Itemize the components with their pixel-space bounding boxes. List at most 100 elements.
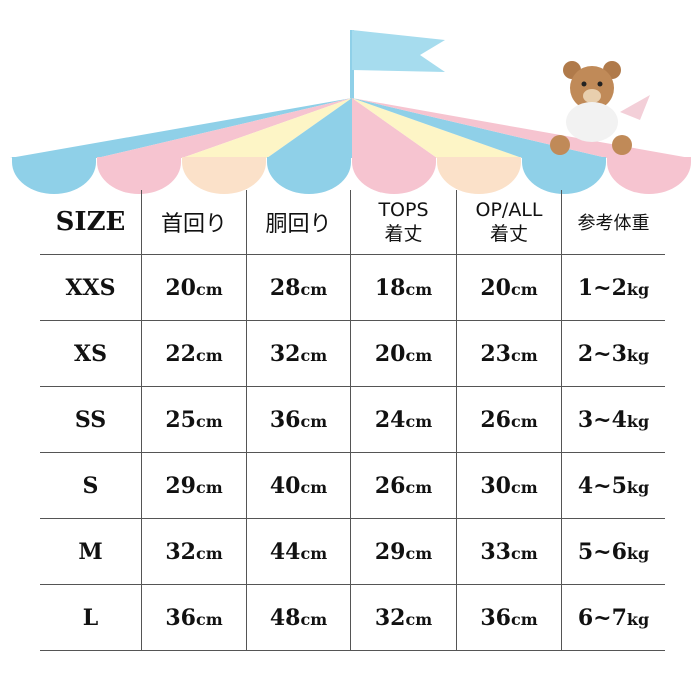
- unit: cm: [405, 609, 433, 629]
- scallops: [12, 157, 691, 194]
- table-row: S 29cm 40cm 26cm 30cm 4~5kg: [40, 452, 665, 519]
- value: 6~7: [577, 604, 627, 631]
- unit: cm: [300, 279, 328, 299]
- unit: kg: [626, 411, 650, 431]
- size-cell: SS: [40, 386, 142, 453]
- chest-cell: 28cm: [246, 254, 351, 321]
- unit: cm: [195, 543, 223, 563]
- value: 23: [480, 340, 511, 367]
- unit: kg: [626, 543, 650, 563]
- label: 着丈: [489, 223, 528, 245]
- value: 25: [165, 406, 196, 433]
- teddy-bear-icon: [550, 61, 650, 155]
- table-row: L 36cm 48cm 32cm 36cm 6~7kg: [40, 584, 665, 651]
- weight-cell: 3~4kg: [561, 386, 665, 453]
- opall-length-cell: 33cm: [456, 518, 562, 585]
- tops-length-cell: 18cm: [350, 254, 457, 321]
- label: 着丈: [384, 223, 423, 245]
- neck-cell: 29cm: [141, 452, 247, 519]
- value: SS: [74, 406, 107, 433]
- value: 26: [374, 472, 406, 499]
- value: 36: [480, 604, 511, 631]
- neck-cell: 25cm: [141, 386, 247, 453]
- tops-length-cell: 32cm: [350, 584, 457, 651]
- value: XS: [74, 340, 107, 367]
- value: M: [78, 538, 103, 565]
- size-cell: M: [40, 518, 142, 585]
- chest-cell: 32cm: [246, 320, 351, 387]
- weight-cell: 2~3kg: [561, 320, 665, 387]
- weight-cell: 5~6kg: [561, 518, 665, 585]
- chest-cell: 48cm: [246, 584, 351, 651]
- size-cell: S: [40, 452, 142, 519]
- unit: cm: [405, 345, 433, 365]
- tops-length-cell: 29cm: [350, 518, 457, 585]
- value: 36: [165, 604, 196, 631]
- header-opall-length: OP/ALL 着丈: [456, 190, 562, 255]
- neck-cell: 22cm: [141, 320, 247, 387]
- flag-icon: [352, 30, 445, 72]
- value: 5~6: [577, 538, 627, 565]
- value: 28: [269, 274, 301, 301]
- header-row: SIZE 首回り 胴回り TOPS 着丈 OP/ALL 着丈 参考体重: [40, 190, 665, 255]
- value: 30: [480, 472, 511, 499]
- value: 36: [269, 406, 301, 433]
- header-size: SIZE: [40, 190, 142, 255]
- value: 29: [374, 538, 406, 565]
- weight-cell: 1~2kg: [561, 254, 665, 321]
- label: OP/ALL: [475, 199, 543, 221]
- opall-length-cell: 23cm: [456, 320, 562, 387]
- header-neck: 首回り: [141, 190, 247, 255]
- header-tops-length: TOPS 着丈: [350, 190, 457, 255]
- table-row: M 32cm 44cm 29cm 33cm 5~6kg: [40, 518, 665, 585]
- chest-cell: 44cm: [246, 518, 351, 585]
- header-chest: 胴回り: [246, 190, 351, 255]
- unit: cm: [195, 279, 223, 299]
- value: 29: [165, 472, 196, 499]
- weight-cell: 4~5kg: [561, 452, 665, 519]
- value: 20: [480, 274, 511, 301]
- circus-tent-canopy: [10, 30, 691, 194]
- weight-cell: 6~7kg: [561, 584, 665, 651]
- value: 24: [374, 406, 406, 433]
- label: TOPS: [378, 199, 429, 221]
- tops-length-cell: 20cm: [350, 320, 457, 387]
- opall-length-cell: 26cm: [456, 386, 562, 453]
- value: 26: [480, 406, 511, 433]
- unit: cm: [300, 477, 328, 497]
- opall-length-cell: 36cm: [456, 584, 562, 651]
- value: 1~2: [577, 274, 627, 301]
- unit: cm: [195, 345, 223, 365]
- table-row: XS 22cm 32cm 20cm 23cm 2~3kg: [40, 320, 665, 387]
- value: 2~3: [577, 340, 627, 367]
- value: 22: [165, 340, 196, 367]
- unit: cm: [405, 411, 433, 431]
- value: 32: [374, 604, 406, 631]
- tops-length-cell: 26cm: [350, 452, 457, 519]
- value: L: [82, 604, 99, 631]
- value: 40: [269, 472, 301, 499]
- unit: cm: [300, 411, 328, 431]
- size-cell: L: [40, 584, 142, 651]
- chest-cell: 40cm: [246, 452, 351, 519]
- tent-roof: [10, 98, 690, 158]
- value: S: [82, 472, 99, 499]
- value: 44: [269, 538, 301, 565]
- unit: cm: [510, 543, 538, 563]
- opall-length-cell: 30cm: [456, 452, 562, 519]
- size-cell: XXS: [40, 254, 142, 321]
- unit: cm: [300, 609, 328, 629]
- value: 32: [165, 538, 196, 565]
- unit: cm: [405, 543, 433, 563]
- unit: cm: [510, 345, 538, 365]
- value: 3~4: [577, 406, 627, 433]
- unit: cm: [195, 411, 223, 431]
- unit: cm: [300, 345, 328, 365]
- value: 33: [480, 538, 511, 565]
- size-cell: XS: [40, 320, 142, 387]
- unit: cm: [405, 477, 433, 497]
- unit: cm: [195, 477, 223, 497]
- unit: cm: [405, 279, 433, 299]
- value: 20: [374, 340, 406, 367]
- unit: cm: [510, 411, 538, 431]
